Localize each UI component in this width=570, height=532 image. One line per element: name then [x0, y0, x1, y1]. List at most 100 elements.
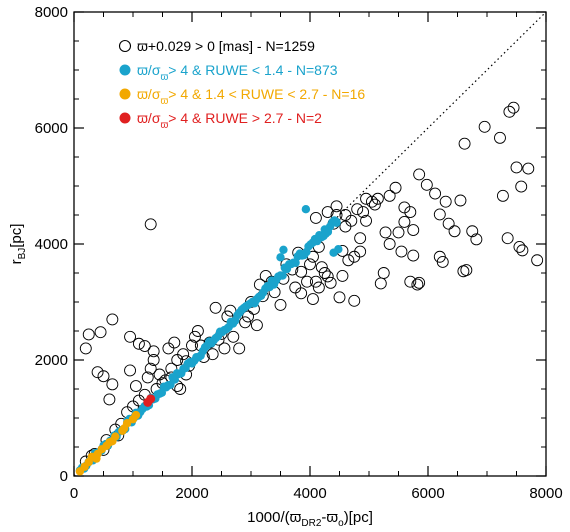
y-tick-labels: 0 2000 4000 6000 8000 [35, 4, 68, 485]
data-point-open [342, 254, 355, 267]
data-point-open [392, 226, 405, 239]
legend-text-1: > 4 & RUWE < 1.4 - N=873 [168, 62, 337, 78]
legend-text-3: > 4 & RUWE > 2.7 - N=2 [168, 110, 322, 126]
data-point-blue [320, 225, 329, 234]
xlabel-varpi: ϖ [290, 509, 302, 526]
data-point-open [383, 189, 396, 202]
data-point-open [345, 214, 358, 227]
data-point-open [321, 270, 334, 283]
legend-marker-red [119, 112, 131, 124]
data-point-open [330, 200, 343, 213]
data-point-open [478, 120, 491, 133]
data-point-open [318, 267, 331, 279]
data-point-open [324, 276, 337, 289]
data-point-open [91, 366, 104, 379]
data-point-open [348, 250, 361, 263]
xlabel-tail: )[pc] [344, 509, 373, 526]
data-point-open [360, 214, 372, 227]
data-point-orange [111, 432, 120, 441]
data-point-open [315, 261, 328, 274]
data-point-orange [92, 454, 101, 463]
data-point-open [494, 131, 506, 144]
data-point-orange [122, 419, 132, 428]
data-point-open [307, 293, 319, 306]
xlabel-sub-dr2: DR2 [301, 518, 321, 529]
data-point-open [106, 313, 119, 326]
data-point-open [448, 225, 461, 238]
data-point-open [242, 310, 255, 323]
y-tick-label: 6000 [35, 120, 68, 137]
data-point-open [377, 267, 390, 279]
data-point-open [250, 319, 263, 332]
data-point-open [413, 276, 426, 289]
legend-label-1: ϖ/σϖ> 4 & RUWE < 1.4 - N=873 [137, 62, 338, 83]
y-tick-label: 8000 [35, 4, 68, 21]
ylabel-tail: [pc] [8, 224, 25, 248]
data-point-blue [279, 245, 288, 254]
x-tick-labels: 0 2000 4000 6000 8000 [70, 485, 563, 502]
ylabel-main: r [8, 259, 25, 264]
legend: ϖ+0.029 > 0 [mas] - N=1259 ϖ/σϖ> 4 & RUW… [118, 38, 365, 131]
data-point-open [79, 342, 92, 355]
data-point-open [147, 354, 160, 366]
data-point-open [411, 278, 424, 291]
data-point-open [339, 220, 352, 233]
data-point-open [186, 339, 198, 352]
data-point-open [458, 137, 471, 150]
y-tick-label: 0 [60, 468, 68, 485]
data-point-open [174, 383, 187, 395]
data-point-open [168, 336, 181, 349]
data-point-open [515, 180, 528, 193]
x-tick-label: 8000 [529, 485, 562, 502]
data-point-blue [278, 271, 287, 280]
data-point-open [309, 211, 322, 224]
legend-sub-3: ϖ [160, 120, 168, 131]
data-point-open [442, 217, 455, 230]
data-point-blue [301, 205, 311, 214]
data-point-open [304, 258, 316, 271]
data-point-open [124, 364, 137, 377]
data-point-open [366, 195, 378, 208]
xlabel-sub-o: o [338, 518, 344, 529]
data-point-blue [329, 248, 338, 257]
data-point-red [146, 394, 156, 404]
data-point-open [522, 162, 535, 175]
data-point-open [404, 275, 417, 288]
data-point-open [209, 301, 222, 314]
data-point-open [321, 206, 334, 219]
data-point-open [141, 371, 154, 384]
legend-prefix-3: ϖ/σ [137, 110, 161, 126]
data-point-open [360, 192, 372, 205]
data-point-open [413, 168, 426, 181]
data-point-open [239, 316, 252, 329]
data-point-open [466, 225, 479, 238]
x-axis-label: 1000/(ϖDR2-ϖo)[pc] [247, 509, 373, 529]
data-point-open [97, 370, 110, 383]
data-point-open [339, 209, 352, 221]
legend-prefix-2: ϖ/σ [137, 86, 161, 102]
data-point-open [389, 181, 402, 194]
data-point-open [516, 244, 529, 257]
y-tick-label: 2000 [35, 352, 68, 369]
data-point-open [371, 192, 384, 205]
data-point-open [454, 194, 467, 207]
data-point-open [398, 216, 411, 228]
y-axis-label: rBJ[pc] [8, 224, 28, 265]
data-point-open [395, 245, 408, 258]
data-point-open [501, 232, 514, 245]
legend-label-0: ϖ+0.029 > 0 [mas] - N=1259 [137, 38, 315, 54]
data-point-open [206, 348, 219, 361]
data-point-open [301, 275, 313, 288]
xlabel-main: 1000/( [247, 509, 290, 526]
data-point-open [407, 249, 420, 262]
data-point-open [398, 201, 411, 214]
data-point-orange [118, 426, 127, 435]
legend-label-2: ϖ/σϖ> 4 & 1.4 < RUWE < 2.7 - N=16 [137, 86, 365, 107]
data-point-open [357, 206, 370, 219]
data-point-blue [276, 253, 285, 262]
data-point-open [436, 256, 449, 268]
data-point-open [503, 105, 516, 118]
xlabel-minus: - [321, 509, 326, 526]
data-point-open [103, 393, 116, 406]
data-point-open [274, 298, 287, 311]
